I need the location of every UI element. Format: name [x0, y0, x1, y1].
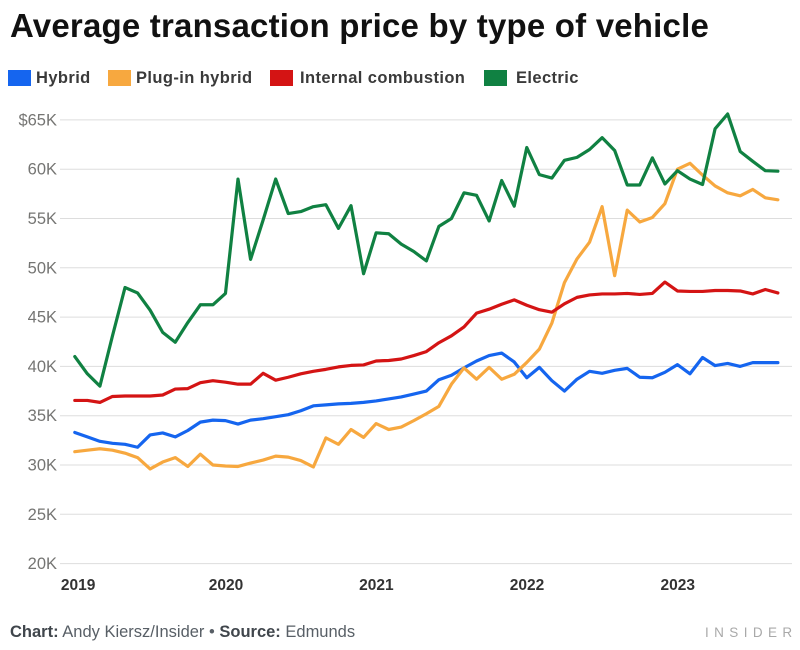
svg-text:2021: 2021 — [359, 577, 394, 594]
svg-text:2019: 2019 — [61, 577, 96, 594]
svg-text:20K: 20K — [28, 555, 57, 573]
svg-text:55K: 55K — [28, 210, 57, 228]
svg-text:$65K: $65K — [18, 111, 57, 129]
svg-text:40K: 40K — [28, 358, 57, 376]
svg-text:25K: 25K — [28, 506, 57, 524]
svg-text:35K: 35K — [28, 407, 57, 425]
svg-text:60K: 60K — [28, 161, 57, 179]
svg-text:45K: 45K — [28, 309, 57, 327]
svg-text:30K: 30K — [28, 457, 57, 475]
svg-text:2022: 2022 — [510, 577, 544, 594]
svg-text:2023: 2023 — [660, 577, 695, 594]
svg-text:2020: 2020 — [209, 577, 243, 594]
svg-text:50K: 50K — [28, 259, 57, 277]
